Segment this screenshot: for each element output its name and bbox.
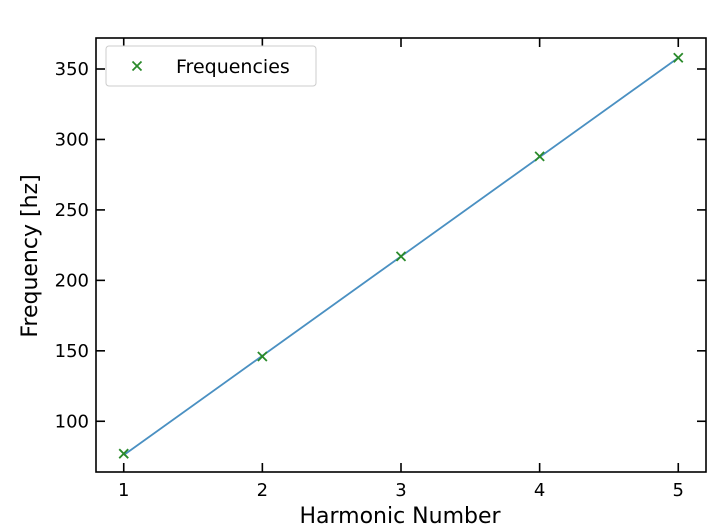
legend-label: Frequencies: [176, 56, 290, 78]
x-axis-label: Harmonic Number: [299, 504, 501, 528]
data-point-marker: [118, 448, 129, 459]
data-point-marker: [534, 151, 545, 162]
x-tick-label: 1: [118, 480, 129, 501]
legend-marker: [131, 60, 143, 72]
x-tick-label: 2: [257, 480, 268, 501]
y-tick-label: 350: [55, 59, 89, 80]
y-tick-label: 100: [55, 411, 89, 432]
y-tick-label: 300: [55, 129, 89, 150]
data-point-marker: [257, 351, 268, 362]
y-tick-label: 250: [55, 200, 89, 221]
legend-x-marker: [131, 60, 143, 72]
x-tick-label: 5: [673, 480, 684, 501]
y-axis-label: Frequency [hz]: [18, 174, 43, 337]
data-point-marker: [395, 251, 407, 262]
ticks-layer: 1 2 3 4 5 100 150 200 250 300 350: [55, 38, 706, 501]
legend: Frequencies: [105, 45, 317, 87]
legend-box: [105, 45, 317, 87]
plot-frame: [95, 37, 707, 473]
y-tick-label: 150: [55, 341, 89, 362]
series-layer: [118, 52, 684, 459]
data-point-marker: [673, 52, 684, 63]
y-tick-label: 200: [55, 270, 89, 291]
x-tick-label: 3: [395, 480, 406, 501]
x-tick-label: 4: [534, 480, 545, 501]
